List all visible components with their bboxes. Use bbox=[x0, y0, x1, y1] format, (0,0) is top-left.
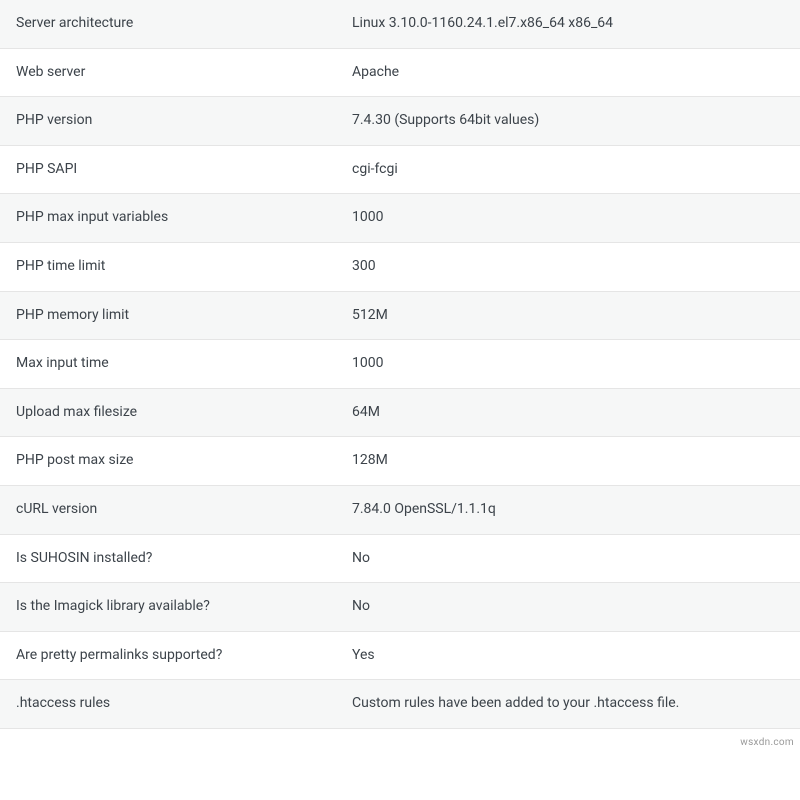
table-body: Server architectureLinux 3.10.0-1160.24.… bbox=[0, 0, 800, 728]
row-value: Yes bbox=[336, 631, 800, 680]
row-label: Are pretty permalinks supported? bbox=[0, 631, 336, 680]
row-label: Is SUHOSIN installed? bbox=[0, 534, 336, 583]
table-row: PHP post max size128M bbox=[0, 437, 800, 486]
row-value: 300 bbox=[336, 242, 800, 291]
table-row: Is SUHOSIN installed?No bbox=[0, 534, 800, 583]
row-value: 128M bbox=[336, 437, 800, 486]
row-label: .htaccess rules bbox=[0, 680, 336, 729]
row-value: 1000 bbox=[336, 194, 800, 243]
server-info-table-container: Server architectureLinux 3.10.0-1160.24.… bbox=[0, 0, 800, 729]
table-row: Are pretty permalinks supported?Yes bbox=[0, 631, 800, 680]
row-label: PHP version bbox=[0, 97, 336, 146]
row-label: PHP SAPI bbox=[0, 145, 336, 194]
row-label: Is the Imagick library available? bbox=[0, 583, 336, 632]
table-row: Server architectureLinux 3.10.0-1160.24.… bbox=[0, 0, 800, 48]
table-row: .htaccess rulesCustom rules have been ad… bbox=[0, 680, 800, 729]
table-row: Is the Imagick library available?No bbox=[0, 583, 800, 632]
row-value: 7.84.0 OpenSSL/1.1.1q bbox=[336, 485, 800, 534]
table-row: Max input time1000 bbox=[0, 340, 800, 389]
table-row: Upload max filesize64M bbox=[0, 388, 800, 437]
row-value: Linux 3.10.0-1160.24.1.el7.x86_64 x86_64 bbox=[336, 0, 800, 48]
watermark-text: wsxdn.com bbox=[740, 737, 794, 748]
row-label: Server architecture bbox=[0, 0, 336, 48]
row-label: cURL version bbox=[0, 485, 336, 534]
row-value: 64M bbox=[336, 388, 800, 437]
row-value: 512M bbox=[336, 291, 800, 340]
table-row: PHP time limit300 bbox=[0, 242, 800, 291]
row-label: Max input time bbox=[0, 340, 336, 389]
row-value: 7.4.30 (Supports 64bit values) bbox=[336, 97, 800, 146]
table-row: Web serverApache bbox=[0, 48, 800, 97]
row-value: No bbox=[336, 583, 800, 632]
row-value: 1000 bbox=[336, 340, 800, 389]
table-row: cURL version7.84.0 OpenSSL/1.1.1q bbox=[0, 485, 800, 534]
row-value: Custom rules have been added to your .ht… bbox=[336, 680, 800, 729]
row-value: Apache bbox=[336, 48, 800, 97]
row-label: PHP post max size bbox=[0, 437, 336, 486]
row-label: Upload max filesize bbox=[0, 388, 336, 437]
table-row: PHP version7.4.30 (Supports 64bit values… bbox=[0, 97, 800, 146]
row-value: No bbox=[336, 534, 800, 583]
row-label: PHP memory limit bbox=[0, 291, 336, 340]
row-label: PHP max input variables bbox=[0, 194, 336, 243]
table-row: PHP memory limit512M bbox=[0, 291, 800, 340]
server-info-table: Server architectureLinux 3.10.0-1160.24.… bbox=[0, 0, 800, 729]
row-label: PHP time limit bbox=[0, 242, 336, 291]
row-value: cgi-fcgi bbox=[336, 145, 800, 194]
table-row: PHP max input variables1000 bbox=[0, 194, 800, 243]
row-label: Web server bbox=[0, 48, 336, 97]
table-row: PHP SAPIcgi-fcgi bbox=[0, 145, 800, 194]
